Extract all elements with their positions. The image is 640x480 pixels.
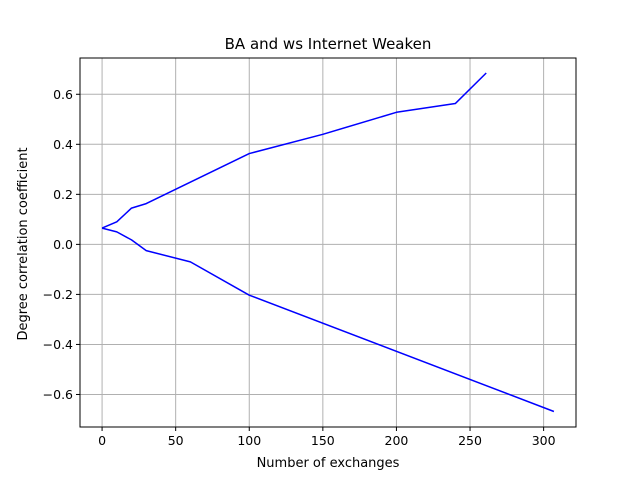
- y-tick-label: 0.4: [53, 137, 73, 152]
- x-tick-label: 150: [311, 433, 335, 448]
- x-tick-label: 50: [168, 433, 184, 448]
- x-tick-label: 250: [458, 433, 482, 448]
- x-tick-label: 0: [98, 433, 106, 448]
- data-lines: [101, 72, 555, 413]
- y-axis-ticks: −0.6 −0.4 −0.2 0.0 0.2 0.4 0.6: [43, 87, 80, 402]
- y-axis-label: Degree correlation coefficient: [16, 147, 31, 340]
- y-tick-label: 0.6: [53, 87, 73, 102]
- x-tick-label: 200: [385, 433, 409, 448]
- y-tick-label: −0.4: [43, 337, 73, 352]
- chart-title: BA and ws Internet Weaken: [225, 35, 432, 53]
- y-tick-label: 0.2: [53, 187, 73, 202]
- grid: [80, 58, 576, 427]
- x-axis-label: Number of exchanges: [257, 456, 400, 471]
- y-tick-label: −0.2: [43, 287, 73, 302]
- y-tick-label: −0.6: [43, 387, 73, 402]
- x-tick-label: 100: [237, 433, 261, 448]
- series-line-2: [101, 227, 555, 413]
- series-line-1: [101, 72, 487, 229]
- plot-frame: [79, 57, 577, 428]
- x-axis-ticks: 0 50 100 150 200 250 300: [98, 427, 556, 448]
- x-tick-label: 300: [532, 433, 556, 448]
- y-tick-label: 0.0: [53, 237, 73, 252]
